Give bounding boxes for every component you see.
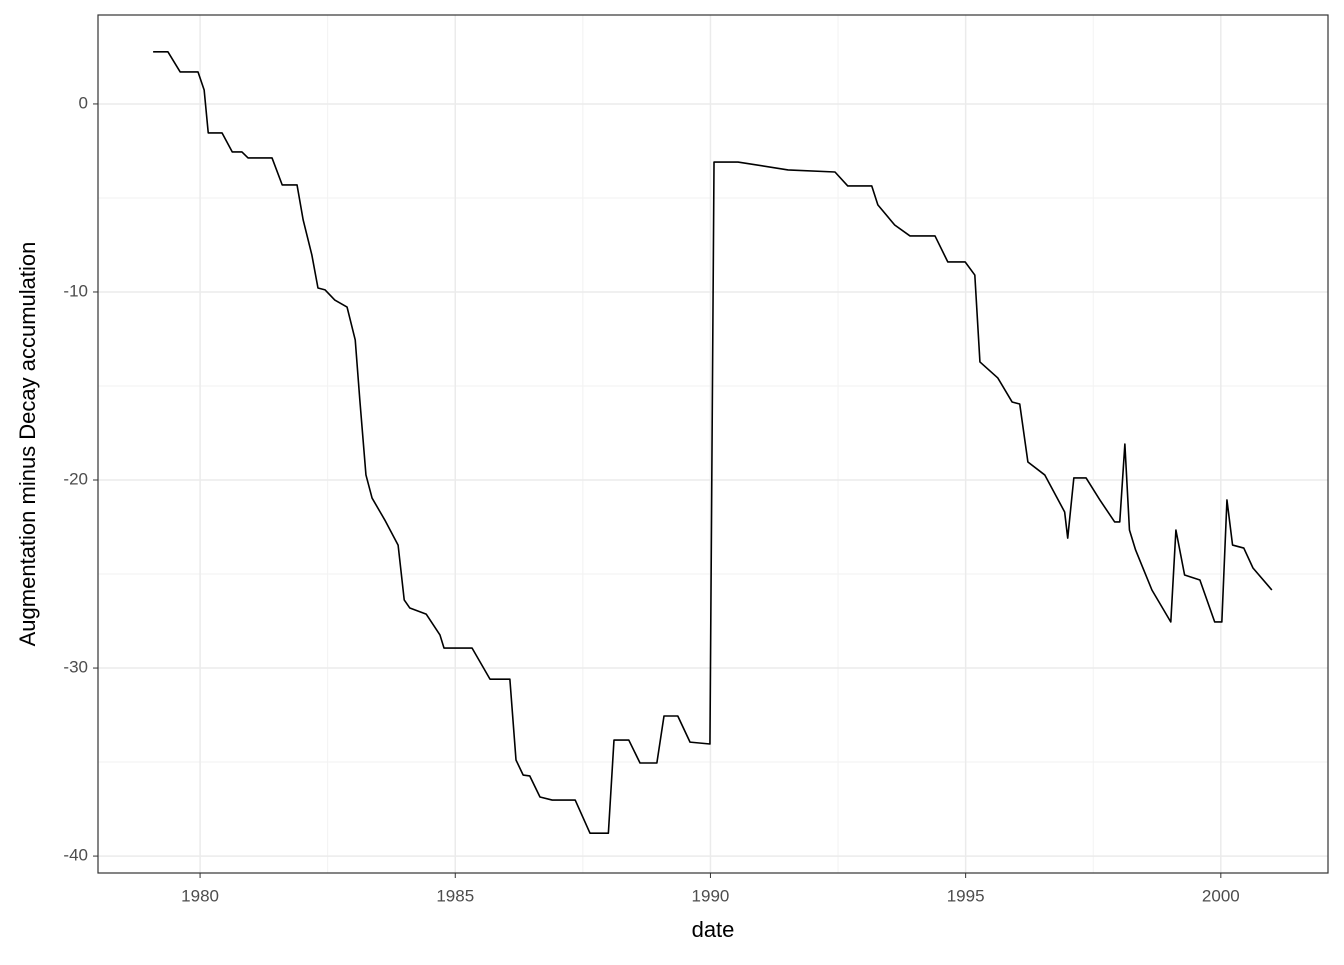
y-tick-label: -30: [63, 658, 88, 677]
x-tick-label: 1995: [947, 886, 985, 905]
data-line: [153, 51, 1273, 834]
panel-border: [97, 14, 1329, 874]
y-tick-label: -20: [63, 469, 88, 488]
x-tick-label: 1985: [436, 886, 474, 905]
y-tick-label: -10: [63, 281, 88, 300]
y-axis-title: Augmentation minus Decay accumulation: [15, 242, 40, 647]
x-tick-label: 2000: [1202, 886, 1240, 905]
y-tick-label: 0: [79, 93, 88, 112]
x-axis-title: date: [692, 917, 735, 942]
y-tick-label: -40: [63, 846, 88, 865]
x-tick-label: 1980: [181, 886, 219, 905]
x-tick-label: 1990: [692, 886, 730, 905]
